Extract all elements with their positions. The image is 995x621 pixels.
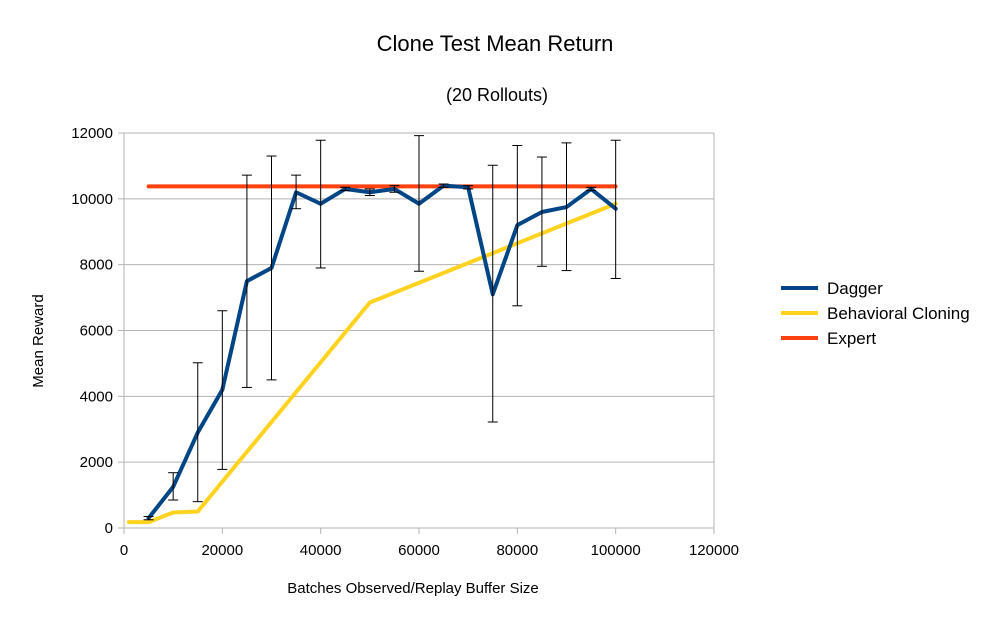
error-bar — [192, 362, 203, 503]
error-bar — [586, 186, 597, 192]
error-bar — [487, 164, 498, 423]
series-dagger — [143, 135, 621, 521]
error-bar — [364, 188, 375, 197]
error-bar — [610, 139, 621, 279]
error-bar — [561, 142, 572, 272]
error-bar — [168, 472, 179, 501]
error-bar — [340, 186, 351, 192]
series-layer — [126, 135, 621, 525]
legend-entry-dagger: Dagger — [781, 279, 883, 298]
error-bar — [536, 156, 547, 267]
y-tick-label: 2000 — [80, 454, 113, 471]
legend-label: Expert — [827, 329, 876, 348]
y-tick-label: 6000 — [80, 323, 113, 340]
y-axis-label: Mean Reward — [30, 294, 47, 387]
error-bar — [512, 145, 523, 307]
legend-entry-behavioral-cloning: Behavioral Cloning — [781, 304, 970, 323]
series-behavioral-cloning — [126, 201, 618, 525]
x-tick-label: 0 — [120, 542, 128, 559]
error-bar — [438, 183, 449, 188]
legend-label: Dagger — [827, 279, 883, 298]
legend-label: Behavioral Cloning — [827, 304, 970, 323]
x-tick-label: 60000 — [398, 542, 440, 559]
x-tick-label: 40000 — [300, 542, 342, 559]
legend: Dagger Behavioral Cloning Expert — [781, 279, 970, 348]
x-axis-ticks: 0 20000 40000 60000 80000 100000 120000 — [120, 528, 739, 559]
error-bar — [266, 155, 277, 381]
chart-title: Clone Test Mean Return — [377, 31, 614, 56]
error-bar — [217, 310, 228, 470]
error-bar — [463, 185, 474, 190]
y-tick-label: 12000 — [71, 125, 113, 142]
x-tick-label: 80000 — [496, 542, 538, 559]
y-tick-label: 8000 — [80, 257, 113, 274]
series-line — [126, 201, 618, 525]
x-tick-label: 100000 — [591, 542, 641, 559]
y-tick-label: 4000 — [80, 388, 113, 405]
error-bar — [291, 174, 302, 210]
x-axis-label: Batches Observed/Replay Buffer Size — [287, 580, 539, 597]
error-bar — [414, 135, 424, 272]
x-tick-label: 20000 — [201, 542, 243, 559]
series-line — [146, 183, 618, 521]
chart-subtitle: (20 Rollouts) — [446, 85, 548, 105]
error-bar — [241, 174, 252, 388]
error-bar — [389, 185, 400, 193]
error-bar — [143, 515, 154, 521]
y-axis-ticks: 0 2000 4000 6000 8000 10000 12000 — [71, 125, 124, 537]
y-tick-label: 10000 — [71, 191, 113, 208]
error-bar — [315, 139, 326, 269]
x-tick-label: 120000 — [689, 542, 739, 559]
legend-entry-expert: Expert — [781, 329, 876, 348]
y-tick-label: 0 — [105, 520, 113, 537]
